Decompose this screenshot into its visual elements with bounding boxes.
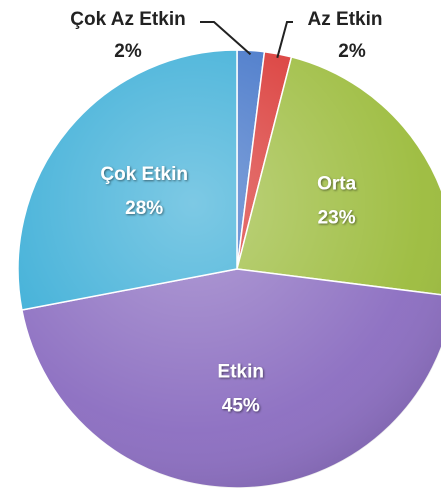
value-label: 28% bbox=[125, 198, 163, 219]
leader-line bbox=[200, 21, 252, 56]
slice-label: Orta bbox=[317, 173, 357, 194]
slice-label: Çok Etkin bbox=[100, 164, 188, 185]
leader-line bbox=[276, 21, 293, 59]
slice-label: Az Etkin bbox=[308, 9, 383, 30]
value-label: 2% bbox=[114, 41, 142, 62]
value-label: 23% bbox=[318, 207, 356, 228]
labels: Çok Az Etkin 2% Az Etkin 2% Orta 23% Etkin 45% Ç… bbox=[70, 9, 382, 416]
value-label: 45% bbox=[222, 395, 260, 416]
slice-label: Etkin bbox=[218, 361, 264, 382]
value-label: 2% bbox=[338, 41, 366, 62]
slices bbox=[17, 49, 441, 489]
slice-label: Çok Az Etkin bbox=[70, 9, 185, 30]
